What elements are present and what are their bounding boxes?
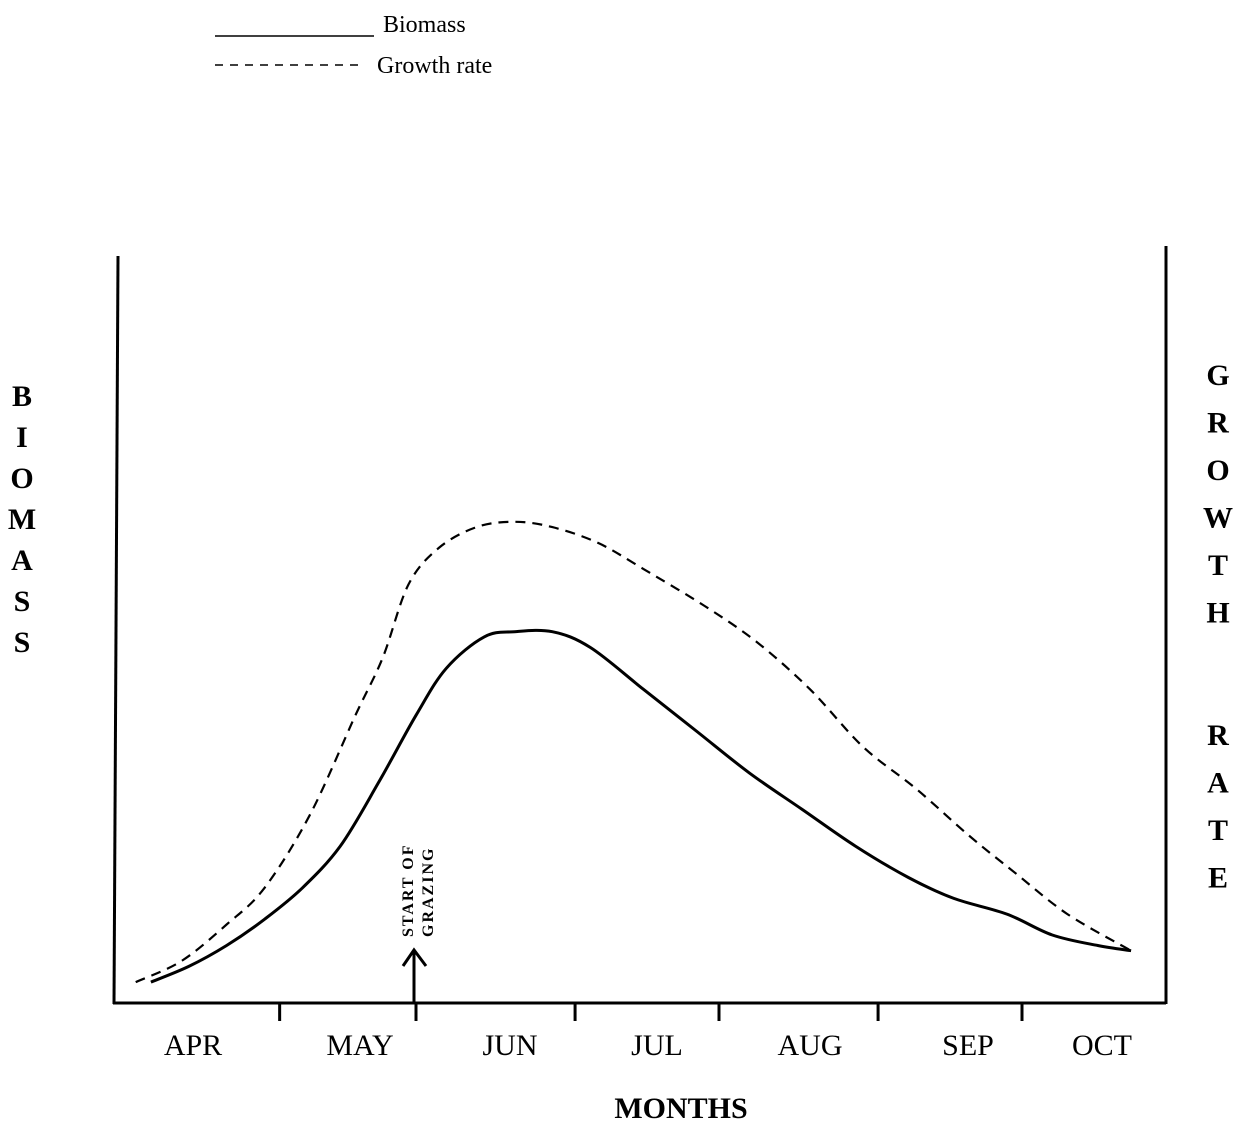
right-title-letter-9: E	[1208, 862, 1228, 895]
legend-label-biomass: Biomass	[383, 12, 466, 38]
x-tick-label-apr: APR	[164, 1029, 222, 1062]
x-ticks	[278, 1003, 1024, 1021]
legend: Biomass Growth rate	[215, 12, 492, 79]
left-title-letter-6: S	[14, 626, 31, 659]
left-title-letter-3: M	[8, 503, 36, 536]
left-axis	[112, 255, 120, 1005]
left-title-letter-5: S	[14, 585, 31, 618]
legend-label-growth-rate: Growth rate	[377, 53, 492, 79]
x-tick-label-aug: AUG	[778, 1029, 843, 1062]
x-tick-label-may: MAY	[326, 1029, 393, 1062]
series-line-biomass	[150, 628, 1132, 984]
x-tick-labels: APR MAY JUN JUL AUG SEP OCT	[164, 1029, 1132, 1062]
right-title-letter-0: G	[1206, 359, 1229, 392]
axes	[112, 246, 1168, 1005]
grazing-label-line2: GRAZING	[420, 847, 437, 937]
x-tick-label-jun: JUN	[482, 1029, 537, 1062]
right-title-letter-7: A	[1207, 767, 1229, 800]
x-tick-label-oct: OCT	[1072, 1029, 1132, 1062]
grazing-annotation: START OF GRAZING	[400, 843, 437, 1002]
right-title-letter-8: T	[1208, 814, 1228, 847]
grazing-arrow-head	[401, 947, 428, 967]
right-title-letter-3: W	[1203, 502, 1233, 535]
right-title-letter-1: R	[1207, 407, 1229, 440]
right-title-letter-6: R	[1207, 719, 1229, 752]
x-tick-label-sep: SEP	[942, 1029, 994, 1062]
right-title-letter-2: O	[1206, 454, 1229, 487]
x-axis-title: MONTHS	[614, 1092, 747, 1124]
left-title-letter-2: O	[10, 462, 33, 495]
right-title-letter-5: H	[1206, 597, 1229, 630]
series-line-growth-rate	[135, 520, 1132, 984]
grazing-label-line1: START OF	[400, 843, 417, 937]
right-title-letter-4: T	[1208, 549, 1228, 582]
left-title-letter-0: B	[12, 380, 32, 413]
left-title-letter-1: I	[16, 421, 28, 454]
series-group	[135, 520, 1132, 984]
x-tick-label-jul: JUL	[631, 1029, 683, 1062]
left-title-letter-4: A	[11, 544, 33, 577]
